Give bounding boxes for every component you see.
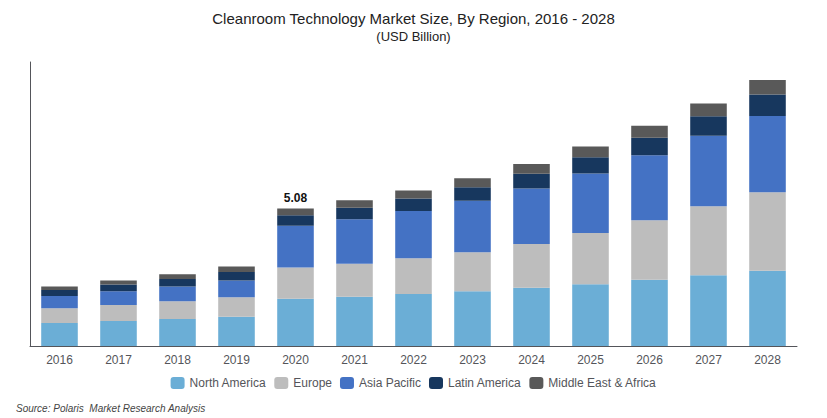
svg-text:(USD Billion): (USD Billion)	[376, 29, 450, 44]
svg-text:2023: 2023	[459, 353, 486, 367]
svg-text:2027: 2027	[695, 353, 722, 367]
svg-text:2025: 2025	[577, 353, 604, 367]
svg-text:Cleanroom Technology Market Si: Cleanroom Technology Market Size, By Reg…	[212, 10, 614, 27]
svg-text:2019: 2019	[223, 353, 250, 367]
svg-text:Asia Pacific: Asia Pacific	[359, 376, 421, 390]
svg-text:2024: 2024	[518, 353, 545, 367]
svg-text:2020: 2020	[282, 353, 309, 367]
svg-text:Europe: Europe	[293, 376, 332, 390]
svg-text:2026: 2026	[636, 353, 663, 367]
svg-text:2017: 2017	[105, 353, 132, 367]
svg-text:Source: Polaris Market Resear: Source: Polaris Market Research Analysis	[16, 403, 205, 414]
svg-text:2016: 2016	[46, 353, 73, 367]
svg-text:Latin America: Latin America	[448, 376, 521, 390]
svg-text:5.08: 5.08	[284, 191, 308, 205]
svg-text:2022: 2022	[400, 353, 427, 367]
svg-text:North America: North America	[190, 376, 266, 390]
svg-text:2028: 2028	[754, 353, 781, 367]
svg-text:Middle East & Africa: Middle East & Africa	[548, 376, 656, 390]
svg-text:2018: 2018	[164, 353, 191, 367]
svg-text:2021: 2021	[341, 353, 368, 367]
